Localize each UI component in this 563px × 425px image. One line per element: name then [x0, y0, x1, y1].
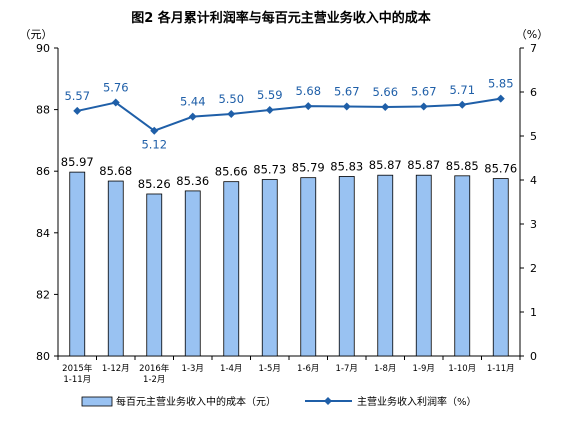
bar-value-label: 85.76	[484, 162, 517, 176]
legend-line-label: 主营业务收入利润率（%）	[357, 395, 477, 408]
x-tick-label: 1-8月	[374, 364, 396, 374]
legend-bar-swatch	[81, 396, 113, 407]
left-axis-unit: （元）	[20, 28, 53, 41]
bar-value-label: 85.26	[138, 177, 171, 191]
line-point	[111, 98, 120, 107]
bar	[107, 180, 124, 357]
bar-value-label: 85.36	[176, 174, 209, 188]
line-point	[496, 94, 505, 103]
bar	[377, 174, 394, 357]
x-tick-label: 2016年	[139, 363, 170, 374]
line-point	[227, 110, 236, 118]
line-value-label: 5.44	[180, 95, 206, 109]
line-value-label: 5.50	[218, 92, 244, 106]
right-tick-label: 4	[530, 174, 537, 187]
right-tick-label: 0	[530, 350, 537, 363]
line-value-label: 5.76	[103, 81, 129, 95]
right-tick-label: 7	[530, 42, 537, 55]
x-tick-label: 1-9月	[413, 364, 435, 374]
line-point	[265, 106, 274, 115]
line-point	[381, 102, 390, 111]
bar	[184, 190, 201, 357]
bar-value-label: 85.85	[446, 159, 479, 173]
line-value-label: 5.12	[141, 138, 167, 152]
right-axis-unit: （%）	[516, 28, 548, 41]
left-tick-label: 82	[36, 288, 50, 301]
line-point	[458, 100, 467, 109]
line-point	[304, 102, 313, 111]
line-point	[150, 126, 159, 135]
bar-value-label: 85.73	[253, 163, 286, 177]
line-value-label: 5.66	[372, 85, 398, 99]
legend-line-marker	[324, 397, 332, 405]
right-tick-label: 3	[530, 218, 537, 231]
bar	[454, 175, 471, 357]
x-tick-label: 2015年	[62, 363, 93, 374]
x-tick-label: 1-2月	[143, 375, 165, 385]
left-tick-label: 80	[36, 350, 50, 363]
bar	[261, 179, 278, 357]
line-point	[188, 112, 197, 121]
line-point	[342, 102, 351, 111]
x-tick-label: 1-10月	[448, 364, 476, 374]
x-tick-label: 1-7月	[336, 364, 358, 374]
left-tick-label: 84	[36, 227, 50, 240]
bar	[146, 193, 163, 357]
line-value-label: 5.67	[334, 85, 360, 99]
chart-title: 图2 各月累计利润率与每百元主营业务收入中的成本	[131, 10, 431, 26]
left-tick-label: 88	[36, 104, 50, 117]
x-tick-label: 1-3月	[182, 364, 204, 374]
right-tick-label: 1	[530, 306, 537, 319]
line-value-label: 5.71	[449, 83, 475, 97]
line-value-label: 5.59	[257, 88, 283, 102]
bar	[69, 171, 86, 357]
bar-value-label: 85.97	[61, 155, 94, 169]
x-tick-label: 1-5月	[259, 364, 281, 374]
x-tick-label: 1-6月	[297, 364, 319, 374]
line-series	[77, 97, 501, 132]
left-tick-label: 90	[36, 42, 50, 55]
line-value-label: 5.68	[295, 84, 321, 98]
bar-value-label: 85.79	[292, 161, 325, 175]
bar-value-label: 85.68	[99, 164, 132, 178]
bar	[492, 178, 509, 357]
right-tick-label: 6	[530, 86, 537, 99]
line-value-label: 5.57	[64, 89, 90, 103]
right-tick-label: 5	[530, 130, 537, 143]
left-tick-label: 86	[36, 165, 50, 178]
line-point	[73, 106, 82, 115]
bar-value-label: 85.66	[215, 165, 248, 179]
x-tick-label: 1-11月	[487, 364, 515, 374]
bar	[338, 176, 355, 357]
bar-value-label: 85.83	[330, 159, 363, 173]
legend-bar-label: 每百元主营业务收入中的成本（元）	[116, 395, 276, 408]
x-tick-label: 1-4月	[220, 364, 242, 374]
right-tick-label: 2	[530, 262, 537, 275]
line-point	[419, 102, 428, 111]
bar-value-label: 85.87	[407, 158, 440, 172]
bar	[415, 174, 432, 357]
x-tick-label: 1-11月	[63, 375, 91, 385]
bar-value-label: 85.87	[369, 158, 402, 172]
x-tick-label: 1-12月	[102, 364, 130, 374]
bar	[223, 181, 240, 357]
line-value-label: 5.67	[411, 85, 437, 99]
bar	[300, 177, 317, 357]
line-value-label: 5.85	[488, 77, 514, 91]
